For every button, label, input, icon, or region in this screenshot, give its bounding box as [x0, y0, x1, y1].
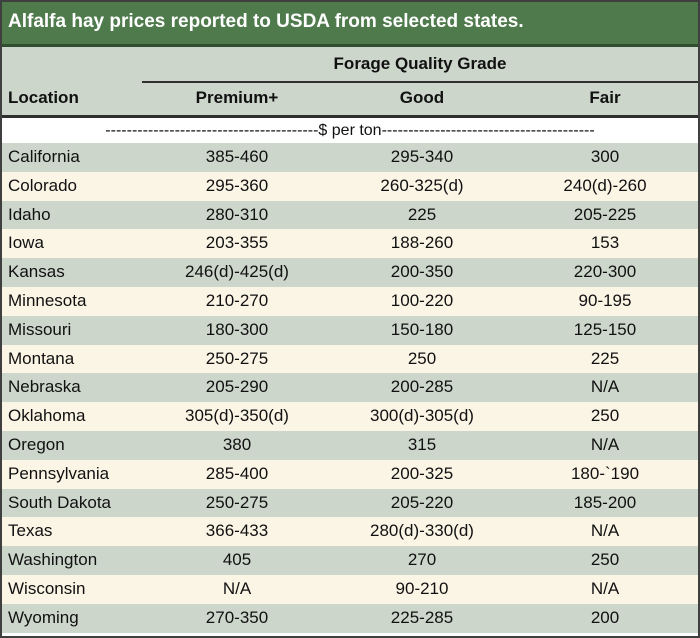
- premium-cell: 285-400: [205, 463, 269, 483]
- good-cell: 225-285: [390, 607, 454, 627]
- fair-cell: 153: [590, 233, 620, 253]
- fair-cell: 225: [590, 348, 620, 368]
- premium-cell: 305(d)-350(d): [185, 406, 289, 426]
- units-row: ----------------------------------------…: [2, 118, 698, 143]
- table-row: Missouri 180-300 150-180 125-150: [2, 315, 698, 345]
- location-cell: Iowa: [8, 233, 44, 253]
- table-row: Wyoming 270-350 225-285 200: [2, 603, 698, 633]
- premium-cell: 385-460: [205, 147, 269, 166]
- location-cell: South Dakota: [8, 492, 112, 512]
- table-row: Iowa 203-355 188-260 153: [2, 229, 698, 259]
- table-row: Pennsylvania 285-400 200-325 180-`190: [2, 459, 698, 489]
- good-cell: 250: [407, 348, 437, 368]
- fair-cell: 240(d)-260: [563, 175, 647, 195]
- table-row: Minnesota 210-270 100-220 90-195: [2, 286, 698, 316]
- location-cell: Montana: [8, 348, 75, 368]
- fair-cell: 180-`190: [570, 463, 640, 483]
- good-cell: 90-210: [395, 578, 449, 598]
- location-cell: Minnesota: [8, 290, 87, 310]
- table-row: Oklahoma 305(d)-350(d) 300(d)-305(d) 250: [2, 402, 698, 431]
- good-cell: 295-340: [390, 147, 454, 166]
- fair-cell: 125-150: [573, 319, 637, 339]
- table-row: Washington 405 270 250: [2, 546, 698, 575]
- good-cell: 150-180: [390, 319, 454, 339]
- location-cell: Oklahoma: [8, 406, 86, 426]
- fair-cell: 205-225: [573, 204, 637, 224]
- fair-cell: 90-195: [578, 290, 632, 310]
- premium-cell: 250-275: [205, 492, 269, 512]
- premium-cell: 250-275: [205, 348, 269, 368]
- table-row: Nebraska 205-290 200-285 N/A: [2, 373, 698, 403]
- location-cell: Nebraska: [8, 377, 81, 397]
- good-cell: 315: [407, 434, 437, 454]
- location-cell: Oregon: [8, 434, 65, 454]
- good-cell: 270: [407, 550, 437, 570]
- forage-quality-grade-header: Forage Quality Grade: [142, 47, 698, 83]
- location-cell: Idaho: [8, 204, 51, 224]
- table-row: Oregon 380 315 N/A: [2, 430, 698, 460]
- fair-cell: 185-200: [573, 492, 637, 512]
- location-cell: Kansas: [8, 262, 65, 282]
- location-cell: Colorado: [8, 175, 77, 195]
- fair-cell: 200: [590, 607, 620, 627]
- good-cell: 200-350: [390, 262, 454, 282]
- table-header: Forage Quality Grade Location Premium+ G…: [2, 47, 698, 118]
- fair-cell: N/A: [590, 521, 620, 541]
- location-cell: Texas: [8, 521, 53, 541]
- location-column-header: Location: [8, 88, 79, 107]
- good-cell: 260-325(d): [380, 175, 464, 195]
- table-row: California 385-460 295-340 300: [2, 143, 698, 172]
- table-row: Wisconsin N/A 90-210 N/A: [2, 574, 698, 604]
- table-title: Alfalfa hay prices reported to USDA from…: [2, 2, 698, 47]
- good-cell: 200-285: [390, 377, 454, 397]
- good-cell: 188-260: [390, 233, 454, 253]
- table-row: Colorado 295-360 260-325(d) 240(d)-260: [2, 171, 698, 201]
- fair-cell: N/A: [590, 434, 620, 454]
- location-cell: Missouri: [8, 319, 72, 339]
- premium-cell: 203-355: [205, 233, 269, 253]
- good-cell: 300(d)-305(d): [370, 406, 474, 426]
- premium-cell: 295-360: [205, 175, 269, 195]
- location-cell: Washington: [8, 550, 98, 570]
- location-cell: Wisconsin: [8, 578, 86, 598]
- premium-cell: 366-433: [205, 521, 269, 541]
- premium-cell: 205-290: [205, 377, 269, 397]
- good-cell: 205-220: [390, 492, 454, 512]
- premium-column-header: Premium+: [195, 88, 279, 107]
- premium-cell: 180-300: [205, 319, 269, 339]
- fair-cell: 220-300: [573, 262, 637, 282]
- good-cell: 280(d)-330(d): [370, 521, 474, 541]
- premium-cell: 246(d)-425(d): [185, 262, 289, 282]
- premium-cell: N/A: [222, 578, 252, 598]
- premium-cell: 380: [222, 434, 252, 454]
- table-row: Montana 250-275 250 225: [2, 344, 698, 374]
- location-cell: California: [8, 147, 80, 166]
- location-cell: Pennsylvania: [8, 463, 110, 483]
- fair-cell: N/A: [590, 377, 620, 397]
- table-body: California 385-460 295-340 300 Colorado 295-3…: [2, 143, 698, 633]
- table-row: South Dakota 250-275 205-220 185-200: [2, 488, 698, 518]
- fair-cell: N/A: [590, 578, 620, 598]
- table-row: Idaho 280-310 225 205-225: [2, 200, 698, 230]
- fair-cell: 250: [590, 550, 620, 570]
- table-row: Texas 366-433 280(d)-330(d) N/A: [2, 517, 698, 547]
- good-column-header: Good: [399, 88, 445, 107]
- good-cell: 100-220: [390, 290, 454, 310]
- fair-cell: 300: [590, 147, 620, 166]
- premium-cell: 405: [222, 550, 252, 570]
- fair-column-header: Fair: [589, 88, 621, 107]
- table-row: Kansas 246(d)-425(d) 200-350 220-300: [2, 258, 698, 287]
- premium-cell: 280-310: [205, 204, 269, 224]
- premium-cell: 210-270: [205, 290, 269, 310]
- location-cell: Wyoming: [8, 607, 79, 627]
- premium-cell: 270-350: [205, 607, 269, 627]
- good-cell: 225: [407, 204, 437, 224]
- good-cell: 200-325: [390, 463, 454, 483]
- fair-cell: 250: [590, 406, 620, 426]
